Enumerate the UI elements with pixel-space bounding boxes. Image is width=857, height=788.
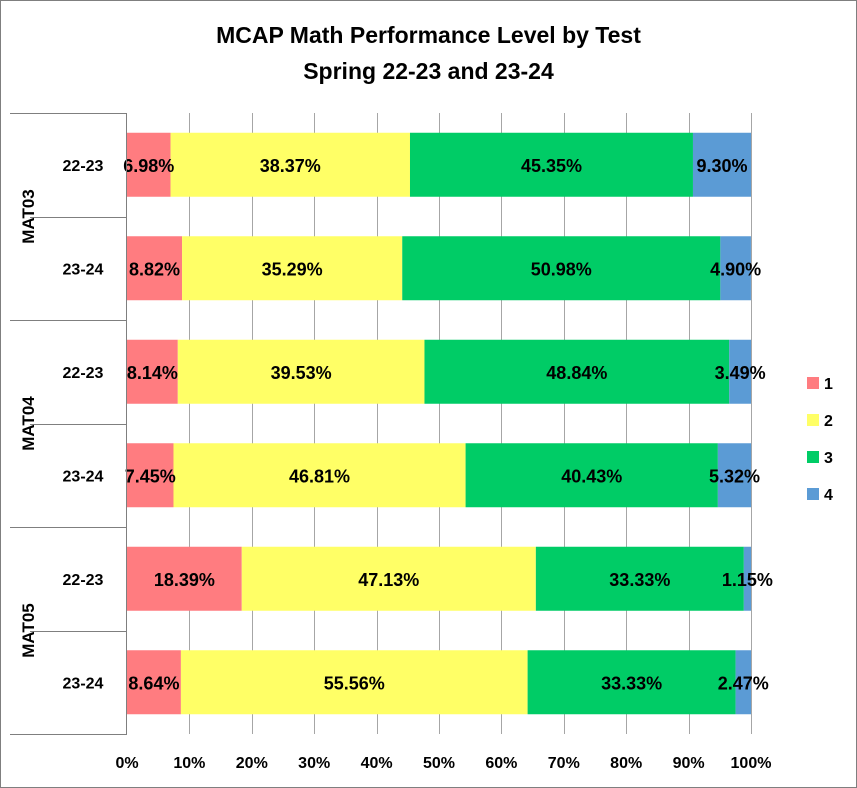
chart-subtitle: Spring 22-23 and 23-24	[303, 58, 554, 84]
data-label-mat04-23-24-level-2: 46.81%	[289, 466, 350, 486]
x-tick-label: 20%	[236, 755, 268, 772]
x-tick-label: 40%	[361, 755, 393, 772]
data-label-mat05-22-23-level-3: 33.33%	[609, 570, 670, 590]
legend-swatch-4	[807, 488, 819, 500]
bar-mat04-23-24-level-4	[717, 443, 752, 508]
bars: 6.98% 38.37% 45.35% 9.30% 8.82% 35.29% 50.98% 4…	[123, 132, 773, 715]
x-tick-label: 100%	[731, 755, 772, 772]
data-label-mat05-22-23-level-2: 47.13%	[358, 570, 419, 590]
category-label-year: 23-24	[63, 261, 104, 278]
bar-mat05-22-23-level-3	[535, 546, 744, 611]
bar-mat05-23-24-level-3	[527, 650, 736, 715]
x-tick-label: 50%	[423, 755, 455, 772]
x-tick-label: 90%	[673, 755, 705, 772]
bar-mat05-23-24-level-2	[180, 650, 528, 715]
x-tick-label: 80%	[610, 755, 642, 772]
x-tick-label: 70%	[548, 755, 580, 772]
bar-mat03-22-23-level-2	[170, 132, 410, 197]
data-label-mat03-23-24-level-4: 4.90%	[710, 259, 761, 279]
data-label-mat05-22-23-level-4: 1.15%	[722, 570, 773, 590]
bar-mat03-22-23-level-3	[409, 132, 693, 197]
x-tick-label: 60%	[485, 755, 517, 772]
bar-mat03-22-23-level-4	[692, 132, 751, 197]
x-tick-label: 0%	[115, 755, 138, 772]
legend-label-1: 1	[824, 376, 833, 393]
data-label-mat05-23-24-level-3: 33.33%	[601, 673, 662, 693]
bar-mat03-23-24-level-1	[127, 236, 183, 301]
bar-mat05-22-23-level-1	[127, 546, 242, 611]
data-label-mat04-23-24-level-3: 40.43%	[561, 466, 622, 486]
data-label-mat04-22-23-level-3: 48.84%	[546, 363, 607, 383]
bar-mat03-23-24-level-4	[720, 236, 751, 301]
bar-mat05-22-23-level-2	[241, 546, 536, 611]
data-label-mat05-22-23-level-1: 18.39%	[154, 570, 215, 590]
bar-mat05-22-23-level-4	[743, 546, 751, 611]
data-label-mat05-23-24-level-2: 55.56%	[324, 673, 385, 693]
group-label-mat03: MAT03	[19, 189, 38, 243]
data-label-mat03-23-24-level-3: 50.98%	[531, 259, 592, 279]
bar-mat03-22-23-level-1	[127, 132, 171, 197]
bar-mat03-23-24-level-3	[402, 236, 721, 301]
group-label-mat04: MAT04	[19, 396, 38, 451]
bar-mat04-22-23-level-1	[127, 339, 178, 404]
data-label-mat04-23-24-level-4: 5.32%	[709, 466, 760, 486]
data-label-mat03-22-23-level-1: 6.98%	[123, 156, 174, 176]
bar-mat05-23-24-level-4	[735, 650, 751, 715]
category-label-year: 23-24	[63, 468, 104, 485]
data-label-mat03-23-24-level-2: 35.29%	[262, 259, 323, 279]
data-label-mat03-22-23-level-4: 9.30%	[696, 156, 747, 176]
data-label-mat03-22-23-level-3: 45.35%	[521, 156, 582, 176]
x-tick-label: 10%	[173, 755, 205, 772]
legend-swatch-1	[807, 377, 819, 389]
bar-mat04-23-24-level-2	[173, 443, 466, 508]
legend-label-3: 3	[824, 450, 833, 467]
group-label-mat05: MAT05	[19, 603, 38, 657]
data-label-mat03-23-24-level-1: 8.82%	[129, 259, 180, 279]
data-label-mat04-22-23-level-1: 8.14%	[127, 363, 178, 383]
bar-mat04-23-24-level-1	[127, 443, 174, 508]
category-label-year: 22-23	[63, 365, 104, 382]
data-label-mat04-22-23-level-2: 39.53%	[271, 363, 332, 383]
category-label-year: 22-23	[63, 158, 104, 175]
data-label-mat05-23-24-level-4: 2.47%	[718, 673, 769, 693]
data-label-mat03-22-23-level-2: 38.37%	[260, 156, 321, 176]
data-label-mat05-23-24-level-1: 8.64%	[128, 673, 179, 693]
bar-mat04-22-23-level-3	[424, 339, 730, 404]
bar-mat05-23-24-level-1	[127, 650, 181, 715]
bar-mat04-22-23-level-4	[729, 339, 751, 404]
data-label-mat04-23-24-level-1: 7.45%	[125, 466, 176, 486]
legend: 1 2 3 4	[807, 376, 833, 504]
gridlines	[189, 113, 752, 734]
legend-swatch-3	[807, 451, 819, 463]
bar-mat04-23-24-level-3	[465, 443, 718, 508]
axes: 22-23 23-24 22-23 23-24 22-23 23-24 MAT03 MAT04…	[10, 113, 771, 772]
category-label-year: 22-23	[63, 572, 104, 589]
bar-mat04-22-23-level-2	[177, 339, 425, 404]
x-tick-label: 30%	[298, 755, 330, 772]
legend-label-4: 4	[824, 487, 833, 504]
chart-title: MCAP Math Performance Level by Test	[216, 22, 641, 48]
legend-swatch-2	[807, 414, 819, 426]
category-label-year: 23-24	[63, 675, 104, 692]
bar-mat03-23-24-level-2	[182, 236, 403, 301]
legend-label-2: 2	[824, 413, 833, 430]
data-label-mat04-22-23-level-4: 3.49%	[715, 363, 766, 383]
